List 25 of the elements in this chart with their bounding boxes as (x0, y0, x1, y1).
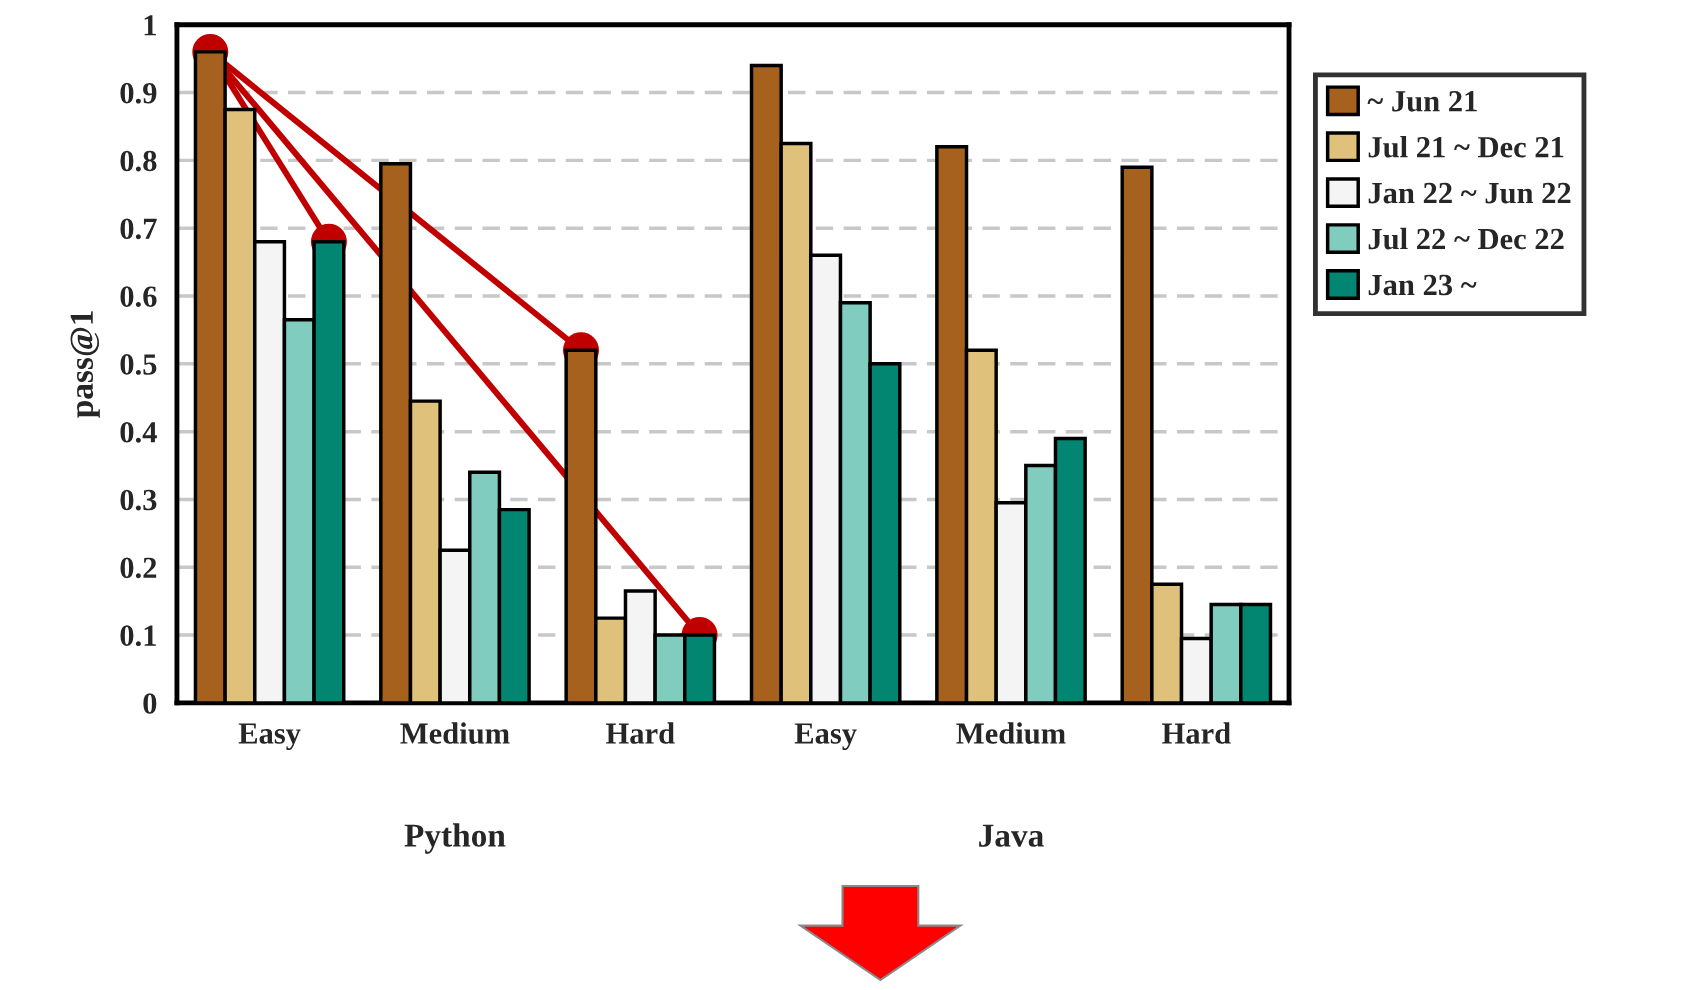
y-tick-label: 0.4 (120, 421, 157, 443)
y-axis-title: pass@1 (70, 311, 100, 418)
text: Python (404, 823, 506, 854)
y-tick-label: 0.1 (120, 625, 156, 647)
y-tick-label: 0 (143, 693, 157, 714)
x-tick-label: Easy (238, 723, 301, 751)
legend-label: ~ Jun 21 (1367, 91, 1477, 112)
y-tick-label: 0.2 (120, 557, 157, 579)
legend-label: Jul 22 ~ Dec 22 (1368, 227, 1564, 250)
x-tick-label: Hard (1162, 722, 1231, 744)
x-tick-label: Medium (400, 722, 510, 744)
y-tick-label: 0.6 (120, 286, 157, 308)
x-tick-label: Medium (956, 722, 1066, 744)
x-tick-label: Hard (606, 722, 675, 744)
x-tick-label: Easy (794, 723, 857, 751)
legend-label: Jan 23 ~ (1368, 274, 1477, 296)
y-tick-label: 0.9 (120, 82, 157, 104)
y-tick-label: 0.3 (120, 489, 157, 511)
text: Java (979, 824, 1044, 847)
y-tick-label: 0.8 (120, 150, 157, 172)
y-tick-label: 0.5 (120, 354, 157, 375)
legend-label: Jan 22 ~ Jun 22 (1368, 182, 1571, 204)
y-tick-label: 1 (144, 15, 156, 36)
y-tick-label: 0.7 (120, 218, 157, 240)
legend-label: Jul 21 ~ Dec 21 (1368, 135, 1564, 158)
